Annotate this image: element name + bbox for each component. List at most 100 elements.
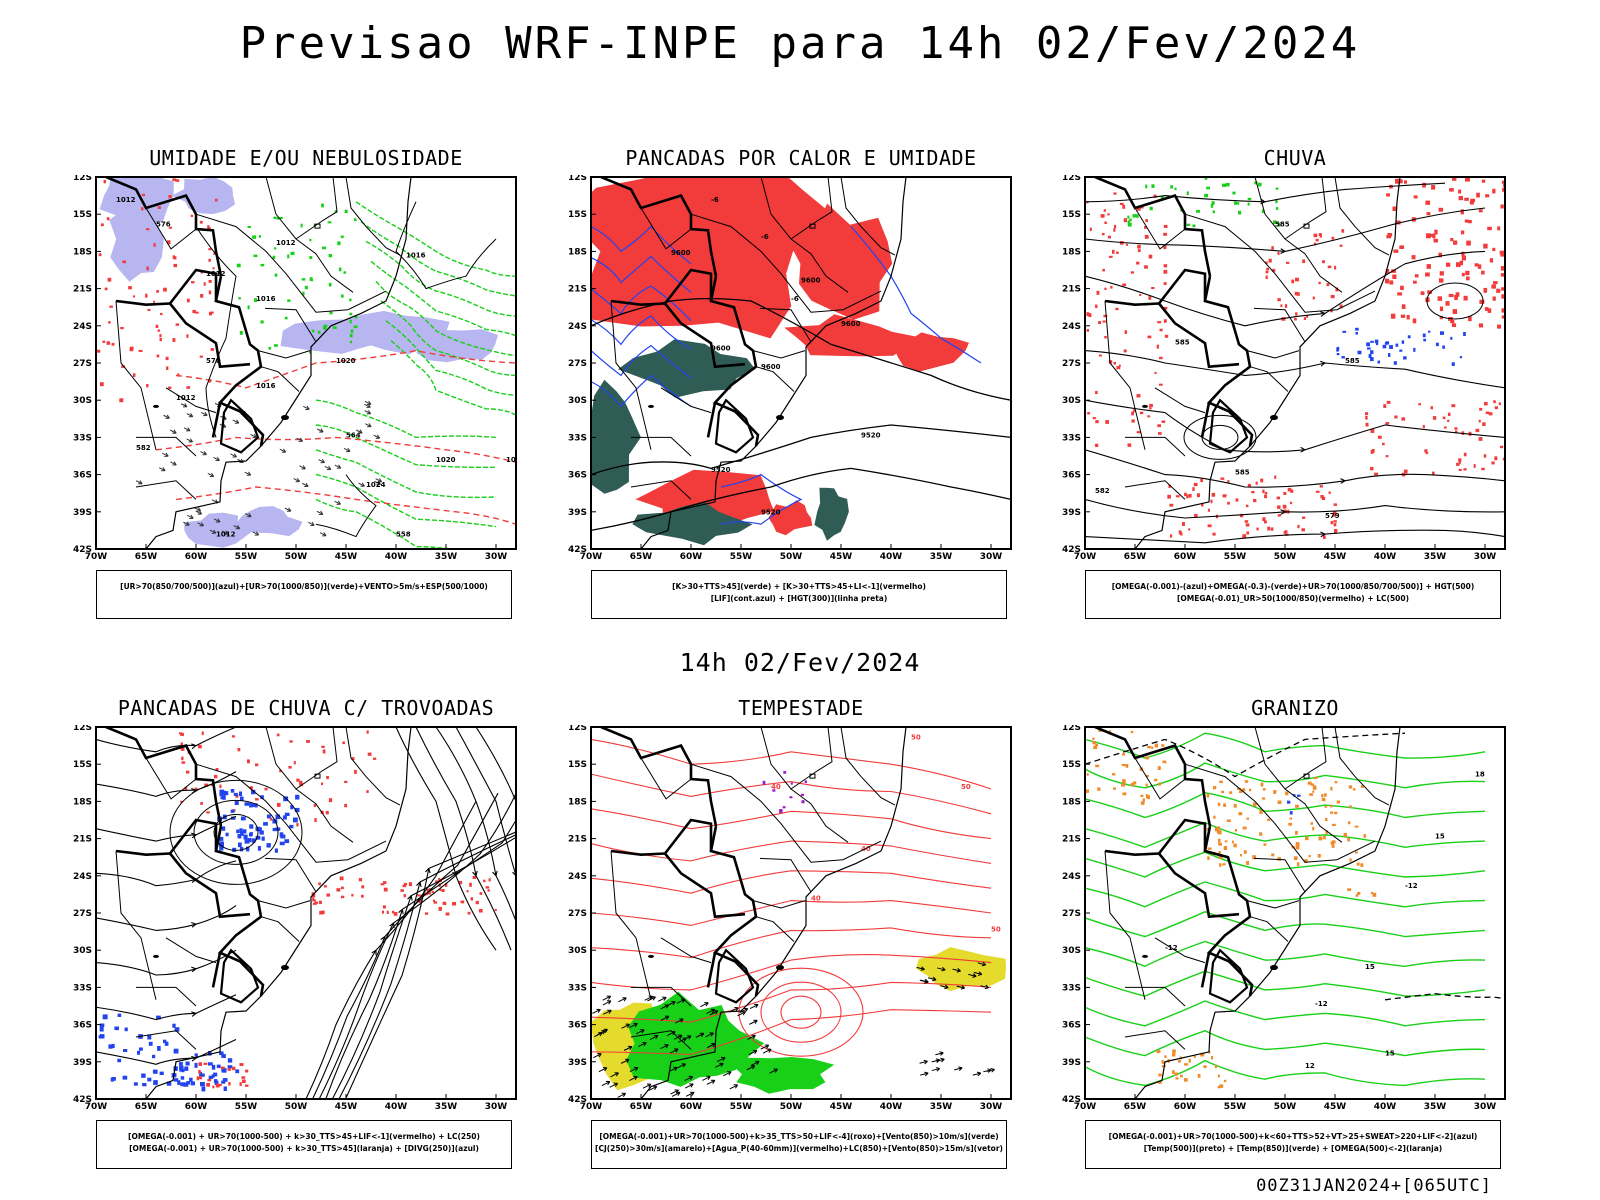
rain-area bbox=[1245, 523, 1250, 527]
state-border bbox=[630, 480, 692, 500]
rain-area bbox=[1390, 313, 1396, 319]
storm-area bbox=[361, 894, 364, 898]
lc850-contour bbox=[591, 870, 992, 894]
rain-area bbox=[1139, 411, 1144, 415]
streamline-arrowhead bbox=[398, 908, 404, 915]
divergence-area bbox=[211, 1074, 215, 1078]
divergence-area bbox=[185, 1061, 190, 1066]
wind-vector-850 bbox=[598, 1067, 608, 1073]
wind-vector bbox=[303, 405, 310, 410]
streamline bbox=[1085, 350, 1505, 389]
rain-area bbox=[1108, 360, 1113, 364]
rain-area bbox=[1175, 495, 1180, 498]
storm-area bbox=[416, 894, 421, 897]
lat-tick-label: 18S bbox=[73, 247, 92, 257]
rain-area bbox=[1341, 229, 1345, 233]
rain-area bbox=[1277, 252, 1280, 255]
red-thickness-fragment bbox=[173, 263, 178, 268]
red-thickness-fragment bbox=[145, 293, 148, 298]
lake-marker bbox=[648, 404, 654, 408]
omega500-area-laranja bbox=[1243, 850, 1247, 854]
country-border bbox=[610, 849, 666, 857]
lat-tick-label: 12S bbox=[1062, 725, 1081, 733]
wind-vector-850 bbox=[927, 976, 937, 982]
omega500-area-laranja bbox=[1355, 894, 1359, 897]
rain-area bbox=[1434, 229, 1438, 235]
hail-area-azul bbox=[1287, 800, 1291, 804]
rain-area bbox=[1220, 477, 1225, 480]
rain-area bbox=[1466, 240, 1471, 246]
storm-area bbox=[460, 900, 464, 903]
storm-area bbox=[383, 887, 388, 892]
lon-tick-label: 50W bbox=[780, 1102, 803, 1112]
map-fields: 1012101210161012101610201016101210201024… bbox=[96, 177, 516, 549]
country-border bbox=[1104, 849, 1160, 857]
lon-tick-label: 30W bbox=[1474, 552, 1497, 562]
country-border bbox=[600, 177, 718, 277]
temp850-contour bbox=[1085, 762, 1486, 789]
rain-area bbox=[1157, 424, 1161, 428]
green-humidity-contour bbox=[390, 340, 516, 416]
lc850-contour bbox=[591, 927, 992, 959]
green-humidity-contour bbox=[360, 221, 516, 297]
country-border bbox=[663, 302, 746, 369]
coastline bbox=[1095, 727, 1401, 1099]
wind-vector-850 bbox=[671, 1091, 681, 1097]
country-border bbox=[706, 402, 717, 438]
rain-area bbox=[1498, 402, 1501, 406]
streamline-arrowhead bbox=[472, 870, 478, 877]
rain-area bbox=[1287, 487, 1292, 492]
contour-label: 558 bbox=[396, 531, 411, 539]
divergence-area bbox=[111, 1043, 115, 1049]
wind-vector-850 bbox=[762, 1048, 772, 1054]
rain-area bbox=[1396, 220, 1401, 225]
lat-tick-label: 27S bbox=[568, 909, 587, 919]
omega-area bbox=[1341, 356, 1345, 359]
divergence-area bbox=[243, 834, 248, 840]
rain-area bbox=[1365, 422, 1369, 427]
lifted-index-contour bbox=[591, 255, 692, 293]
rain-area bbox=[1168, 484, 1171, 488]
rain-area bbox=[1500, 445, 1504, 449]
state-border bbox=[136, 436, 197, 457]
state-border bbox=[1104, 300, 1146, 450]
rain-area bbox=[1484, 402, 1488, 406]
lon-tick-label: 70W bbox=[580, 552, 603, 562]
green-humidity-fragment bbox=[354, 315, 358, 319]
rain-area bbox=[1302, 516, 1306, 519]
storm-area bbox=[382, 881, 387, 884]
panel-title-trovoadas: PANCADAS DE CHUVA C/ TROVOADAS bbox=[117, 696, 495, 720]
omega-strong-area bbox=[1238, 210, 1242, 215]
storm-area bbox=[239, 1063, 244, 1066]
storm-area-roxo bbox=[783, 771, 787, 774]
omega500-area-laranja bbox=[1352, 788, 1356, 791]
omega-area bbox=[1384, 341, 1388, 345]
lon-tick-label: 45W bbox=[335, 552, 358, 562]
storm-area bbox=[475, 900, 479, 905]
storm-area bbox=[299, 780, 303, 785]
state-border bbox=[1249, 366, 1289, 392]
rain-area bbox=[1499, 250, 1505, 255]
state-border bbox=[295, 788, 354, 843]
lon-tick-label: 65W bbox=[135, 552, 158, 562]
rain-area bbox=[1154, 371, 1157, 374]
omega500-area-laranja bbox=[1271, 853, 1275, 857]
lat-tick-label: 33S bbox=[1062, 983, 1081, 993]
contour-label: 582 bbox=[136, 444, 151, 452]
rain-area bbox=[1137, 207, 1141, 211]
lifted-index-contour bbox=[591, 344, 692, 379]
wind-vector-850 bbox=[705, 1032, 714, 1038]
temp850-contour bbox=[1085, 911, 1486, 938]
wind-vector bbox=[180, 403, 188, 408]
rain-area bbox=[1102, 268, 1105, 272]
storm-area bbox=[279, 769, 282, 773]
wind-vector-850 bbox=[748, 1049, 758, 1055]
divergence-area bbox=[219, 789, 225, 795]
omega500-area-laranja bbox=[1295, 842, 1300, 846]
storm-area bbox=[400, 889, 404, 892]
rain-area bbox=[1210, 499, 1213, 504]
storm-area bbox=[180, 733, 185, 736]
red-thickness-fragment bbox=[129, 347, 134, 352]
omega500-area-laranja bbox=[1140, 801, 1145, 805]
